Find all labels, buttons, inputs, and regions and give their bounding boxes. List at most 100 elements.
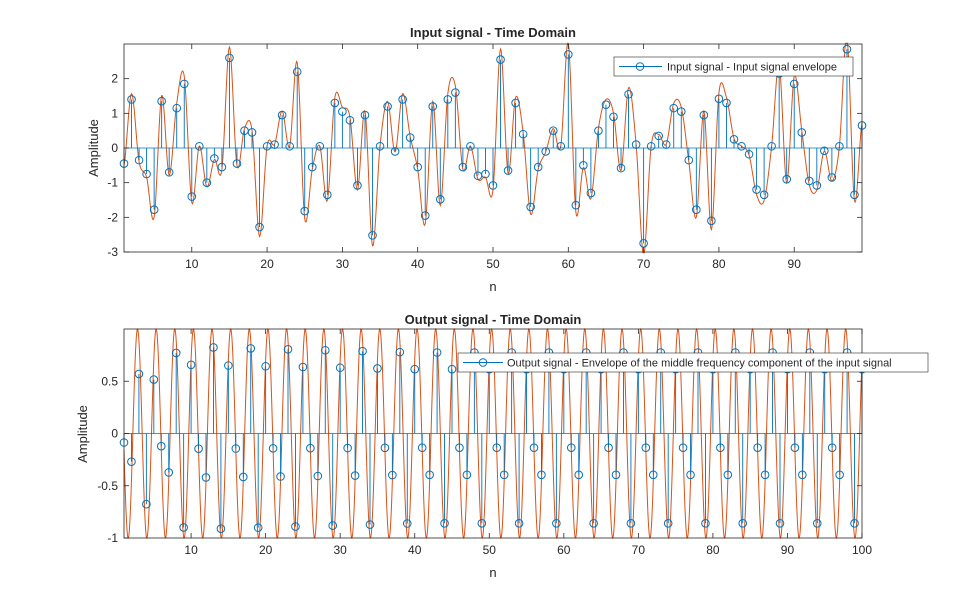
x-tick-label: 60 bbox=[562, 257, 576, 271]
stem-marker bbox=[360, 110, 370, 120]
stem-marker bbox=[714, 94, 724, 104]
stem-marker bbox=[526, 202, 535, 212]
stem-marker bbox=[579, 161, 588, 170]
stem-marker bbox=[604, 443, 613, 453]
stem-marker bbox=[224, 361, 233, 370]
stem-marker bbox=[850, 518, 859, 528]
legend-box bbox=[613, 56, 854, 77]
stem-marker bbox=[209, 343, 218, 352]
stem-marker bbox=[451, 88, 460, 97]
stem-marker bbox=[707, 216, 716, 226]
stem-marker bbox=[134, 369, 144, 379]
stem-marker bbox=[723, 470, 733, 480]
stem-marker bbox=[458, 162, 468, 172]
stem-marker bbox=[537, 470, 546, 480]
stem-marker bbox=[171, 348, 181, 358]
input-signal-axes[interactable]: 10 20 30 40 50 60 70 80 90 -3 -2 -1 0 1 2 Input signal… bbox=[86, 25, 867, 294]
x-axis-label-output: n bbox=[489, 565, 496, 580]
y-tick-label: 0 bbox=[111, 141, 118, 155]
stem-marker bbox=[338, 107, 347, 116]
x-tick-label: 70 bbox=[637, 257, 651, 271]
stem-marker bbox=[164, 167, 174, 177]
y-tick-label: 2 bbox=[111, 72, 118, 86]
stem-marker bbox=[503, 166, 513, 175]
stem-marker bbox=[172, 103, 182, 113]
stem-marker bbox=[246, 344, 256, 353]
x-axis-label-input: n bbox=[489, 279, 496, 294]
stem-marker bbox=[435, 195, 445, 204]
stem-marker bbox=[499, 470, 509, 480]
stem-marker bbox=[669, 103, 679, 113]
stem-marker bbox=[358, 346, 367, 356]
stem-marker bbox=[775, 518, 785, 528]
stem-marker bbox=[564, 50, 573, 59]
stem-marker bbox=[417, 443, 427, 453]
stem-marker bbox=[320, 345, 330, 355]
stem-marker bbox=[648, 470, 658, 480]
stem-marker bbox=[798, 470, 807, 480]
y-tick-label: 0.5 bbox=[101, 374, 118, 388]
y-tick-label: 0 bbox=[111, 427, 118, 441]
stem-marker bbox=[455, 443, 464, 453]
legend-marker-icon bbox=[635, 62, 645, 71]
stem-marker bbox=[511, 98, 520, 108]
stem-marker bbox=[201, 473, 211, 482]
stem-marker bbox=[217, 162, 227, 172]
x-tick-label: 20 bbox=[259, 543, 273, 557]
stem-marker bbox=[156, 441, 166, 451]
stem-marker bbox=[574, 470, 584, 480]
stem-marker bbox=[395, 347, 405, 357]
x-tick-label: 50 bbox=[486, 257, 500, 271]
stem-marker bbox=[767, 141, 776, 151]
input-envelope-layer bbox=[123, 42, 863, 254]
stem-marker bbox=[477, 518, 487, 528]
stem-marker bbox=[425, 470, 434, 480]
stem-marker bbox=[789, 79, 799, 89]
stem-marker bbox=[210, 154, 219, 163]
legend-output[interactable]: Output signal - Envelope of the middle f… bbox=[457, 352, 929, 373]
stem-marker bbox=[306, 443, 315, 453]
stem-marker bbox=[842, 44, 852, 54]
envelope-line bbox=[123, 328, 863, 539]
stem-marker bbox=[420, 211, 430, 220]
stem-marker bbox=[255, 222, 264, 232]
stem-marker bbox=[552, 518, 561, 528]
stem-marker bbox=[466, 141, 475, 151]
stem-marker bbox=[432, 348, 442, 357]
stem-marker bbox=[390, 147, 400, 156]
stem-marker bbox=[835, 470, 844, 480]
stem-marker bbox=[496, 55, 505, 64]
stem-marker bbox=[127, 457, 136, 467]
stem-marker bbox=[646, 141, 656, 151]
stem-marker bbox=[149, 205, 159, 215]
stem-marker bbox=[238, 472, 248, 482]
stem-marker bbox=[594, 126, 603, 135]
x-tick-label: 60 bbox=[557, 543, 571, 557]
stem-marker bbox=[692, 205, 701, 215]
x-tick-label: 90 bbox=[788, 257, 802, 271]
stem-marker bbox=[812, 181, 822, 190]
stem-marker bbox=[481, 169, 490, 179]
stem-marker bbox=[268, 444, 278, 453]
stem-marker bbox=[398, 95, 407, 104]
output-signal-axes[interactable]: 10 20 30 40 50 60 70 80 90 100 -1 -0.5 0 0.5 Output s… bbox=[75, 312, 929, 580]
legend-input[interactable]: Input signal - Input signal envelope bbox=[613, 56, 854, 77]
x-tick-label: 80 bbox=[712, 257, 726, 271]
stem-marker bbox=[368, 231, 377, 240]
stem-marker bbox=[616, 163, 626, 173]
stem-marker bbox=[187, 192, 197, 201]
stem-marker bbox=[313, 471, 323, 481]
stem-marker bbox=[699, 110, 709, 120]
stem-marker bbox=[277, 110, 287, 120]
stem-marker bbox=[298, 362, 308, 372]
stem-marker bbox=[413, 162, 422, 172]
x-tick-label: 90 bbox=[781, 543, 795, 557]
stem-marker bbox=[533, 162, 543, 172]
input-axis-ticks: 10 20 30 40 50 60 70 80 90 -3 -2 -1 0 1 2 bbox=[107, 44, 862, 271]
stem-marker bbox=[353, 181, 362, 190]
stem-marker bbox=[307, 162, 317, 172]
stem-marker bbox=[716, 443, 725, 453]
stem-marker bbox=[626, 518, 636, 528]
stem-marker bbox=[323, 190, 332, 200]
